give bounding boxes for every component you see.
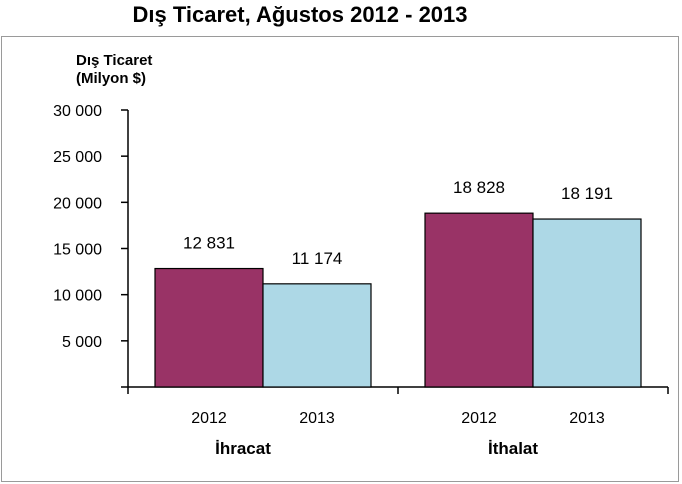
bar <box>424 212 534 388</box>
chart-frame <box>1 36 679 482</box>
data-label: 18 828 <box>453 178 505 197</box>
y-tick-label: 30 000 <box>53 103 102 120</box>
data-label: 12 831 <box>183 234 235 253</box>
category-label: İhracat <box>215 439 271 458</box>
y-tick-label: 15 000 <box>53 242 102 259</box>
x-tick-label: 2012 <box>461 410 497 427</box>
category-label: İthalat <box>488 439 538 458</box>
y-axis-label-line-1: Dış Ticaret <box>76 52 152 69</box>
y-axis-label-line-2: (Milyon $) <box>76 70 146 87</box>
chart-title: Dış Ticaret, Ağustos 2012 - 2013 <box>132 2 468 27</box>
bar <box>262 283 372 388</box>
x-tick-label: 2013 <box>569 410 605 427</box>
data-label: 18 191 <box>561 184 613 203</box>
data-label: 11 174 <box>292 249 343 268</box>
bar <box>154 267 264 388</box>
y-tick-label: 20 000 <box>53 195 102 212</box>
x-tick-label: 2012 <box>191 410 227 427</box>
y-tick-label: 25 000 <box>53 149 102 166</box>
bars <box>154 212 642 388</box>
y-tick-label: 5 000 <box>62 334 102 351</box>
y-tick-label: 10 000 <box>53 288 102 305</box>
x-tick-label: 2013 <box>299 410 335 427</box>
labels: 12 831 2012 11 174 2013 İhracat 18 828 2012 18 … <box>183 178 613 458</box>
bar <box>532 218 642 388</box>
